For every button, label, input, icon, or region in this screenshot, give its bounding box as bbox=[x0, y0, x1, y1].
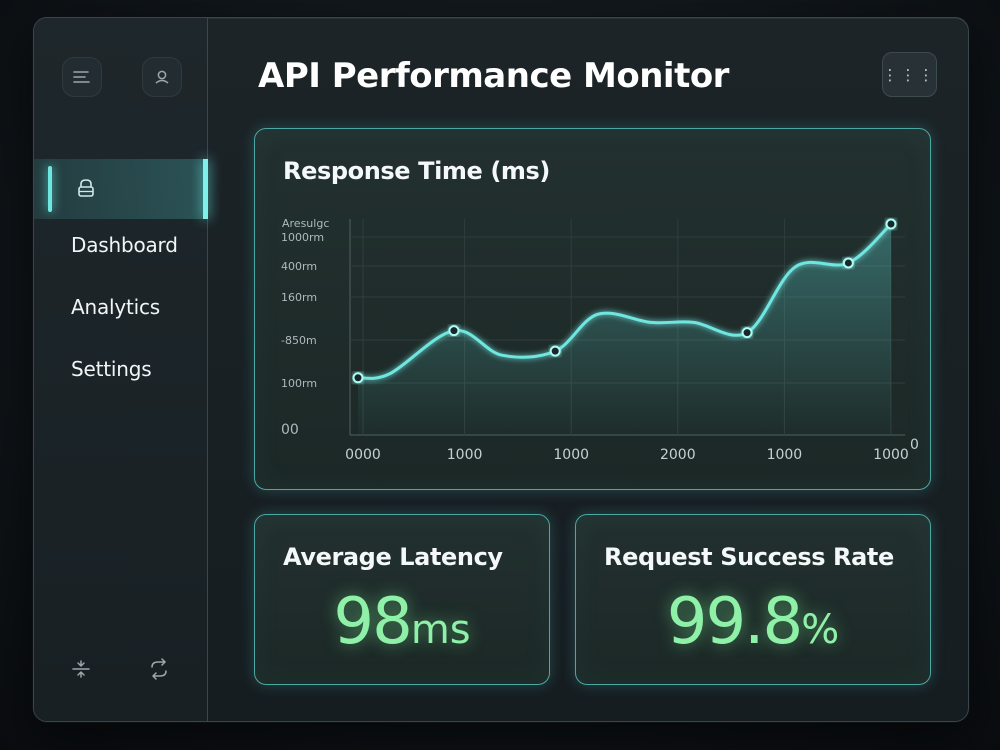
sidebar-item-analytics[interactable]: Analytics bbox=[71, 295, 161, 319]
latency-label: Average Latency bbox=[283, 543, 503, 571]
active-indicator bbox=[48, 166, 52, 212]
x-tick-label: 1000 bbox=[873, 447, 909, 463]
latency-unit: ms bbox=[410, 607, 471, 653]
success-rate-value: 99.8% bbox=[576, 585, 930, 659]
collapse-icon[interactable] bbox=[70, 658, 92, 680]
y-axis-label: Aresulgc bbox=[282, 217, 329, 230]
sidebar-item-security[interactable] bbox=[34, 159, 208, 219]
data-point[interactable] bbox=[741, 327, 753, 339]
y-tick-label: 00 bbox=[281, 422, 299, 438]
x-tick-label: 0000 bbox=[345, 447, 381, 463]
sidebar-item-settings[interactable]: Settings bbox=[71, 357, 152, 381]
success-rate-card: Request Success Rate 99.8% bbox=[575, 514, 931, 685]
data-point[interactable] bbox=[549, 345, 561, 357]
response-time-card: Response Time (ms) Aresulgc 1000rm 400rm 1… bbox=[254, 128, 931, 490]
y-tick-label: 400rm bbox=[281, 260, 317, 273]
success-rate-unit: % bbox=[801, 607, 840, 653]
y-tick-label: 160rm bbox=[281, 291, 317, 304]
more-icon: ⋮⋮⋮ bbox=[882, 65, 937, 84]
x-tick-label: 1000 bbox=[447, 447, 483, 463]
sidebar-item-dashboard[interactable]: Dashboard bbox=[71, 233, 178, 257]
right-axis-tick: 0 bbox=[910, 437, 919, 453]
app-window: Dashboard Analytics Settings API Perform… bbox=[33, 17, 969, 722]
y-tick-label: 100rm bbox=[281, 377, 317, 390]
latency-number: 98 bbox=[333, 585, 412, 659]
sidebar: Dashboard Analytics Settings bbox=[34, 18, 208, 721]
lock-icon bbox=[76, 177, 96, 199]
refresh-icon[interactable] bbox=[148, 658, 170, 680]
page-title: API Performance Monitor bbox=[258, 56, 729, 96]
user-icon[interactable] bbox=[142, 57, 182, 97]
average-latency-card: Average Latency 98ms bbox=[254, 514, 550, 685]
data-point[interactable] bbox=[448, 325, 460, 337]
menu-icon[interactable] bbox=[62, 57, 102, 97]
series-area bbox=[358, 224, 891, 435]
data-point[interactable] bbox=[352, 372, 364, 384]
data-point[interactable] bbox=[842, 257, 854, 269]
success-rate-number: 99.8 bbox=[666, 585, 803, 659]
x-tick-label: 1000 bbox=[553, 447, 589, 463]
latency-value: 98ms bbox=[255, 585, 549, 659]
data-point[interactable] bbox=[885, 218, 897, 230]
series-line bbox=[357, 222, 893, 380]
active-glow-edge bbox=[203, 159, 208, 219]
more-options-button[interactable]: ⋮⋮⋮ bbox=[882, 52, 937, 97]
chart-title: Response Time (ms) bbox=[283, 157, 550, 185]
x-tick-label: 2000 bbox=[660, 447, 696, 463]
y-tick-label: -850m bbox=[281, 334, 317, 347]
success-rate-label: Request Success Rate bbox=[604, 543, 894, 571]
y-tick-label: 1000rm bbox=[281, 231, 324, 244]
x-tick-label: 1000 bbox=[767, 447, 803, 463]
